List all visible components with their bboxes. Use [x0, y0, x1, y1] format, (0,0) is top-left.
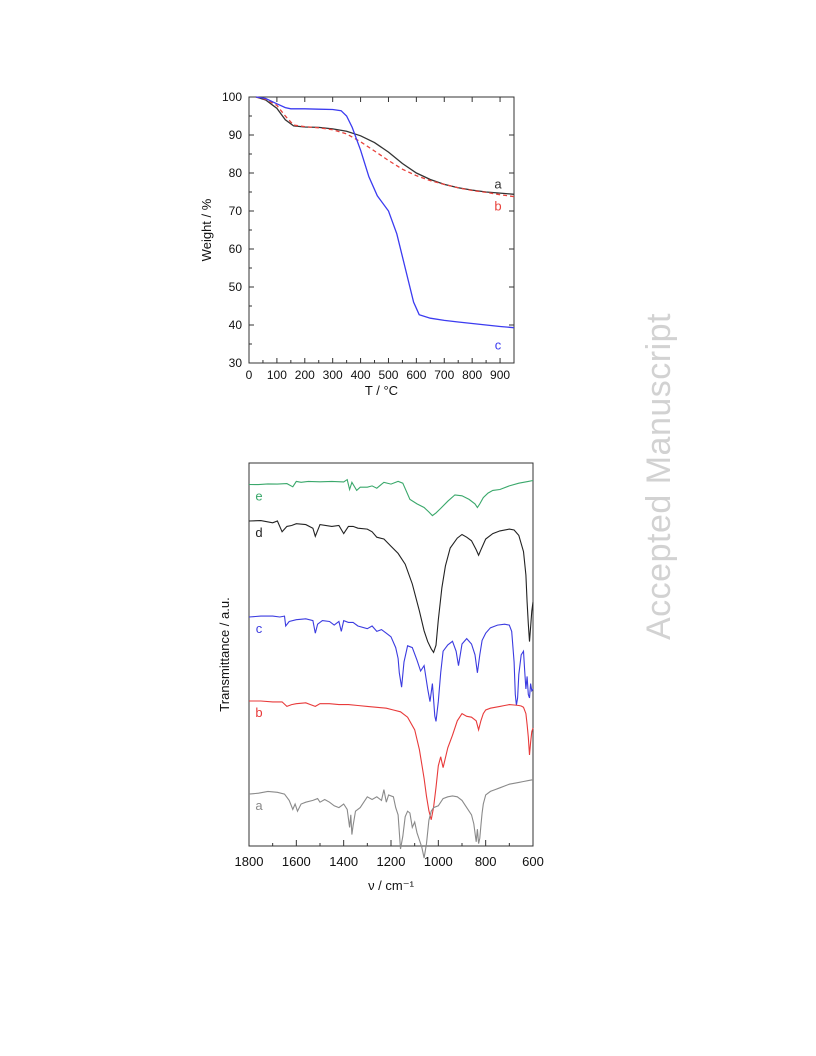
tga-x-tick-label: 200 [295, 368, 315, 382]
ftir-series-d-line [248, 520, 534, 654]
ftir-x-tick-label: 1600 [282, 854, 311, 869]
tga-y-tick-label: 90 [229, 128, 243, 142]
ftir-y-axis-label: Transmittance / a.u. [217, 597, 232, 711]
tga-x-tick-label: 400 [351, 368, 371, 382]
tga-series-a-line [255, 96, 515, 195]
ftir-series-a-label: a [255, 798, 263, 813]
tga-series-c-line [255, 96, 515, 329]
tga-y-tick-label: 30 [229, 356, 243, 370]
ftir-series-a-line [248, 779, 534, 859]
tga-series-b-label: b [494, 199, 501, 214]
ftir-series-c-line [248, 615, 534, 722]
ftir-series-e-label: e [255, 488, 262, 503]
tga-x-tick-label: 900 [490, 368, 510, 382]
ftir-x-tick-label: 1800 [235, 854, 264, 869]
tga-y-tick-label: 40 [229, 318, 243, 332]
ftir-plot-frame [248, 462, 534, 847]
ftir-series-d-label: d [255, 525, 262, 540]
tga-y-tick-label: 50 [229, 280, 243, 294]
tga-series-a-label: a [494, 176, 502, 191]
tga-y-tick-label: 80 [229, 166, 243, 180]
tga-x-tick-label: 700 [434, 368, 454, 382]
tga-y-tick-label: 60 [229, 242, 243, 256]
tga-y-tick-label: 100 [222, 90, 242, 104]
tga-x-tick-label: 0 [246, 368, 253, 382]
tga-y-axis-label: Weight / % [199, 198, 214, 261]
watermark-text: Accepted Manuscript [640, 313, 678, 640]
ftir-series-b-label: b [255, 705, 262, 720]
ftir-series-b-line [249, 700, 534, 820]
ftir-x-tick-label: 600 [522, 854, 544, 869]
ftir-x-axis-label: ν / cm⁻¹ [368, 878, 415, 893]
ftir-x-tick-label: 1200 [377, 854, 406, 869]
tga-x-tick-label: 600 [406, 368, 426, 382]
ftir-x-tick-label: 800 [475, 854, 497, 869]
tga-x-tick-label: 300 [323, 368, 343, 382]
tga-x-tick-label: 800 [462, 368, 482, 382]
tga-y-tick-label: 70 [229, 204, 243, 218]
tga-x-tick-label: 100 [267, 368, 287, 382]
tga-x-tick-label: 500 [378, 368, 398, 382]
ftir-x-tick-label: 1400 [329, 854, 358, 869]
ftir-x-tick-label: 1000 [424, 854, 453, 869]
ftir-series-c-label: c [256, 621, 263, 636]
tga-series-b-line [255, 96, 515, 198]
tga-x-axis-label: T / °C [365, 383, 398, 398]
ftir-series-e-line [248, 478, 534, 517]
tga-series-c-label: c [495, 338, 502, 353]
